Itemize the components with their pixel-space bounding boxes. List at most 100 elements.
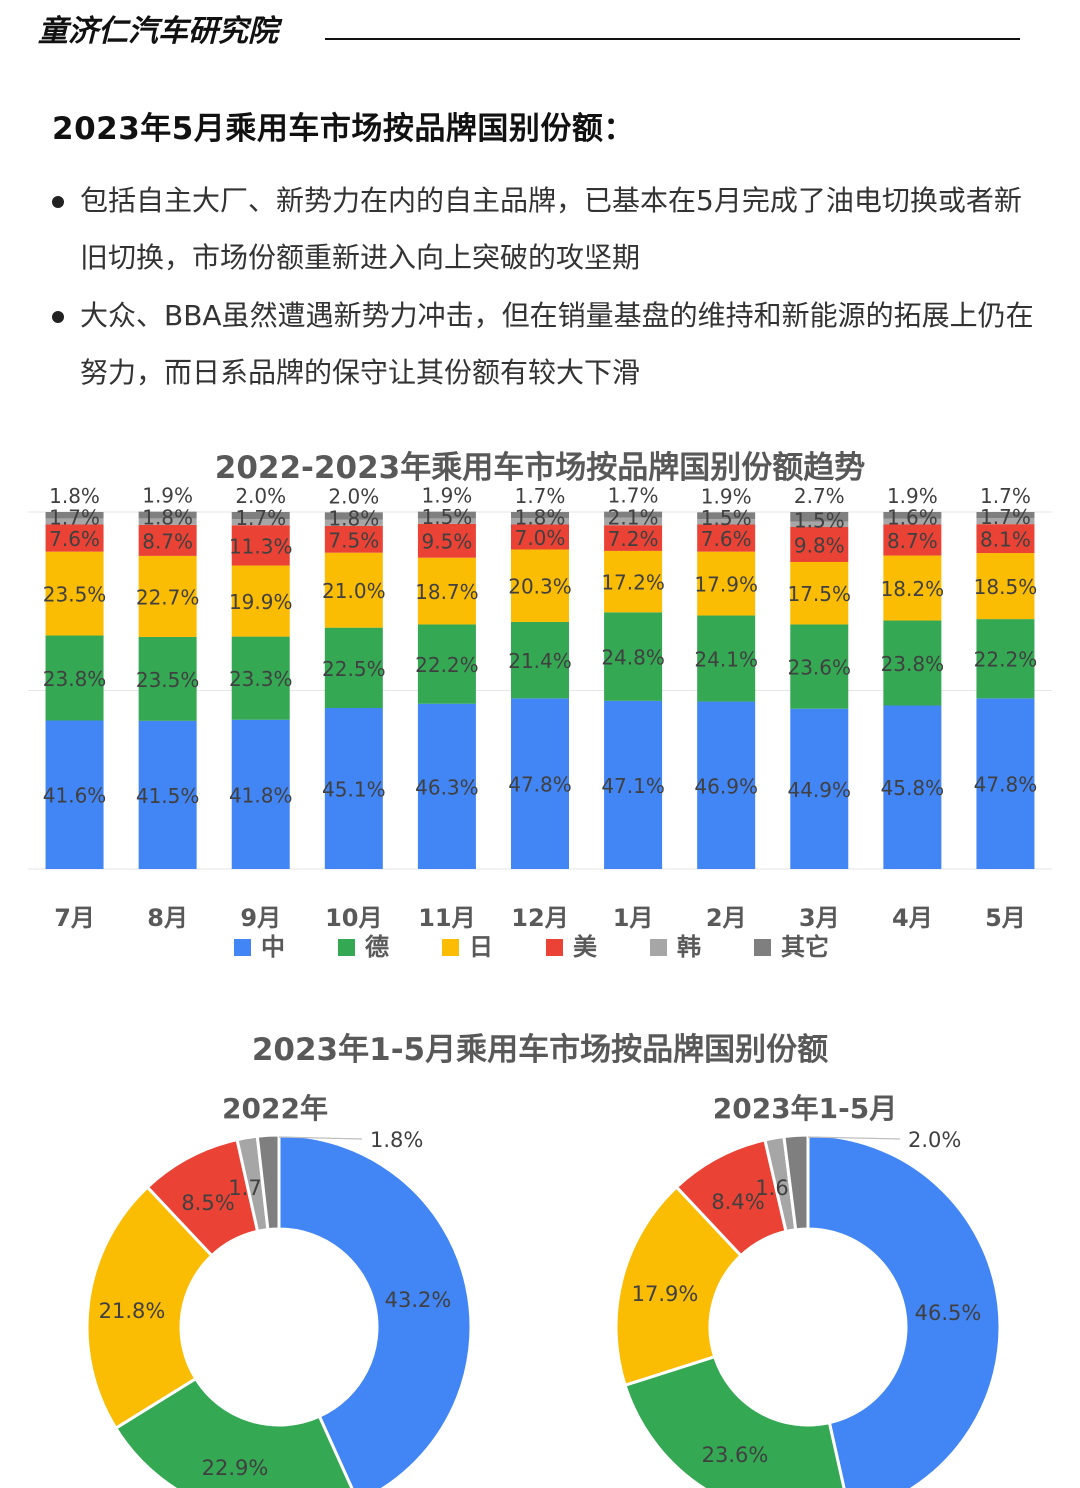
data-label: 23.8%	[881, 652, 945, 676]
data-label: 1.5%	[701, 506, 752, 530]
bar-segment	[790, 624, 849, 709]
data-label: 9.5%	[422, 530, 473, 554]
bar-segment	[138, 720, 197, 869]
donut-2023: 46.5%23.6%17.9%8.4%1.6%2.0%	[614, 1128, 1002, 1488]
category-label: 10月	[325, 904, 382, 932]
bar-segment	[45, 512, 104, 519]
bar-segment	[231, 636, 290, 720]
bar-segment	[790, 512, 849, 522]
category-label: 8月	[147, 904, 188, 932]
bar-segment	[604, 517, 663, 526]
legend-swatch	[338, 939, 355, 956]
legend-label: 其它	[781, 933, 829, 961]
brand-title: 童济仁汽车研究院	[38, 14, 278, 49]
data-label: 2.0%	[328, 484, 379, 508]
bar-segment	[324, 552, 383, 628]
data-label: 17.5%	[787, 582, 851, 606]
donut-2022: 43.2%22.9%21.8%8.5%1.7%1.8%	[85, 1128, 473, 1488]
bar-segment	[45, 635, 104, 721]
data-label: 19.9%	[229, 590, 293, 614]
bar-segment	[511, 518, 569, 525]
data-label: 45.1%	[322, 777, 386, 801]
data-label: 1.8%	[515, 505, 566, 529]
data-label: 46.3%	[415, 775, 479, 799]
category-label: 1月	[613, 904, 654, 932]
donut-2023-subtitle: 2023年1-5月	[713, 1092, 898, 1125]
trend-chart-title: 2022-2023年乘用车市场按品牌国别份额趋势	[215, 450, 865, 486]
data-label: 23.3%	[229, 667, 293, 691]
data-label: 47.1%	[601, 774, 665, 798]
data-label: 1.9%	[142, 484, 193, 508]
bar-segment	[790, 526, 849, 562]
bar-segment	[138, 524, 197, 556]
data-label: 9.8%	[794, 533, 845, 557]
bar-segment	[697, 701, 756, 869]
data-label: 1.8%	[328, 507, 379, 531]
data-label: 21.4%	[508, 649, 572, 673]
leader-line	[278, 1136, 363, 1140]
data-label: 24.1%	[694, 648, 758, 672]
category-label: 7月	[54, 904, 95, 932]
bar-segment	[511, 698, 569, 869]
data-label: 7.6%	[701, 527, 752, 551]
data-label: 23.5%	[136, 668, 200, 692]
category-label: 2月	[706, 904, 747, 932]
data-label: 7.2%	[608, 527, 659, 551]
category-label: 5月	[985, 904, 1026, 932]
legend-label: 美	[573, 933, 597, 961]
bar-segment	[45, 720, 104, 869]
category-label: 11月	[418, 904, 475, 932]
bar-segment	[697, 551, 756, 616]
data-label: 45.8%	[881, 776, 945, 800]
bar-segment	[790, 708, 849, 869]
data-label: 18.2%	[881, 577, 945, 601]
donut-slice	[255, 1133, 281, 1232]
bullet-dot-icon	[52, 311, 64, 323]
donut-slice	[806, 1133, 1002, 1488]
data-label: 18.7%	[415, 580, 479, 604]
data-label: 17.9%	[694, 573, 758, 597]
bar-segment	[324, 525, 383, 553]
data-label: 7.6%	[49, 527, 100, 551]
bar-segment	[604, 700, 663, 869]
data-label: 1.9%	[422, 484, 473, 508]
trend-stacked-bar-chart: 2022-2023年乘用车市场按品牌国别份额趋势 41.6% 23.8% 23.5%…	[28, 450, 1052, 961]
data-label: 17.2%	[601, 571, 665, 595]
bullet-text: 包括自主大厂、新势力在内的自主品牌，已基本在5月完成了油电切换或者新旧切换，市场…	[80, 184, 1022, 274]
data-label: 1.7%	[235, 506, 286, 530]
data-label: 1.7%	[608, 484, 659, 508]
bar-segment	[604, 550, 663, 613]
legend-label: 韩	[677, 933, 701, 961]
legend-swatch	[442, 939, 459, 956]
bar-segment	[511, 512, 569, 519]
donut-2022-subtitle: 2022年	[222, 1092, 328, 1125]
bar-segment	[417, 624, 476, 704]
donut-slice	[782, 1133, 810, 1232]
bar-segment	[883, 555, 942, 621]
donut-section-title: 2023年1-5月乘用车市场按品牌国别份额	[252, 1032, 828, 1068]
category-label: 9月	[240, 904, 281, 932]
bullet-dot-icon	[52, 196, 64, 208]
category-label: 3月	[799, 904, 840, 932]
donut-charts: 2023年1-5月乘用车市场按品牌国别份额 2022年 2023年1-5月 43…	[85, 1032, 1002, 1488]
data-label: 46.9%	[694, 774, 758, 798]
bullet-list: 包括自主大厂、新势力在内的自主品牌，已基本在5月完成了油电切换或者新旧切换，市场…	[50, 172, 1040, 402]
data-label: 23.8%	[43, 667, 107, 691]
legend-label: 德	[365, 933, 389, 961]
legend-swatch	[546, 939, 563, 956]
slice-label: 21.8%	[99, 1299, 166, 1323]
bar-segment	[604, 525, 663, 551]
donut-slice	[614, 1184, 744, 1388]
bar-segment	[324, 707, 383, 869]
legend-swatch	[234, 939, 251, 956]
data-label: 44.9%	[787, 778, 851, 802]
bar-segment	[324, 627, 383, 708]
slice-label: 22.9%	[202, 1456, 269, 1480]
donut-slice	[277, 1133, 473, 1488]
data-label: 1.7%	[515, 484, 566, 508]
bar-segment	[511, 621, 569, 699]
bar-segment	[417, 703, 476, 869]
bar-segment	[231, 519, 290, 526]
data-label: 1.7%	[49, 505, 100, 529]
bar-segment	[231, 525, 290, 566]
